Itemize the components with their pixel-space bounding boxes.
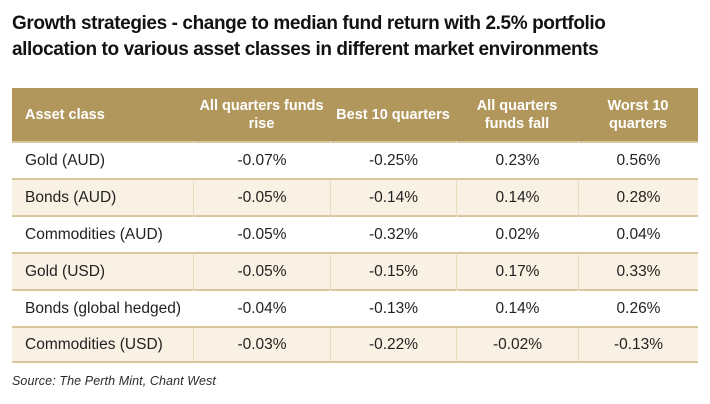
value-cell: 0.14% [456,178,578,215]
chart-title: Growth strategies - change to median fun… [12,11,698,63]
table-row-gold-aud: Gold (AUD) -0.07% -0.25% 0.23% 0.56% [12,141,698,178]
asset-class-cell: Bonds (global hedged) [12,289,193,326]
asset-class-cell: Commodities (AUD) [12,215,193,252]
value-cell: -0.04% [193,289,330,326]
asset-class-cell: Bonds (AUD) [12,178,193,215]
column-header-all-quarters-funds-rise: All quarters funds rise [193,88,330,141]
value-cell: -0.05% [193,178,330,215]
source-attribution: Source: The Perth Mint, Chant West [12,374,216,388]
value-cell: -0.13% [578,326,698,363]
table-body: Gold (AUD) -0.07% -0.25% 0.23% 0.56% Bon… [12,141,698,363]
value-cell: -0.03% [193,326,330,363]
value-cell: 0.56% [578,141,698,178]
table-header: Asset class All quarters funds rise Best… [12,88,698,141]
value-cell: 0.02% [456,215,578,252]
table-row-bonds-aud: Bonds (AUD) -0.05% -0.14% 0.14% 0.28% [12,178,698,215]
chart-title-line-1: Growth strategies - change to median fun… [12,13,606,34]
value-cell: -0.05% [193,252,330,289]
value-cell: -0.15% [330,252,456,289]
value-cell: 0.28% [578,178,698,215]
value-cell: -0.05% [193,215,330,252]
table-row-bonds-global-hedged: Bonds (global hedged) -0.04% -0.13% 0.14… [12,289,698,326]
table-row-commodities-aud: Commodities (AUD) -0.05% -0.32% 0.02% 0.… [12,215,698,252]
value-cell: 0.23% [456,141,578,178]
table-row-gold-usd: Gold (USD) -0.05% -0.15% 0.17% 0.33% [12,252,698,289]
column-header-best-10-quarters: Best 10 quarters [330,88,456,141]
value-cell: 0.14% [456,289,578,326]
chart-title-line-2: allocation to various asset classes in d… [12,39,599,60]
value-cell: 0.26% [578,289,698,326]
value-cell: 0.04% [578,215,698,252]
column-header-worst-10-quarters: Worst 10 quarters [578,88,698,141]
column-header-all-quarters-funds-fall: All quarters funds fall [456,88,578,141]
value-cell: -0.13% [330,289,456,326]
value-cell: -0.22% [330,326,456,363]
asset-class-cell: Gold (AUD) [12,141,193,178]
value-cell: -0.02% [456,326,578,363]
value-cell: -0.25% [330,141,456,178]
asset-class-returns-table: Asset class All quarters funds rise Best… [12,88,698,363]
value-cell: -0.14% [330,178,456,215]
table-header-row: Asset class All quarters funds rise Best… [12,88,698,141]
value-cell: 0.33% [578,252,698,289]
asset-class-cell: Commodities (USD) [12,326,193,363]
value-cell: -0.32% [330,215,456,252]
asset-class-cell: Gold (USD) [12,252,193,289]
value-cell: 0.17% [456,252,578,289]
value-cell: -0.07% [193,141,330,178]
column-header-asset-class: Asset class [12,88,193,141]
table-row-commodities-usd: Commodities (USD) -0.03% -0.22% -0.02% -… [12,326,698,363]
